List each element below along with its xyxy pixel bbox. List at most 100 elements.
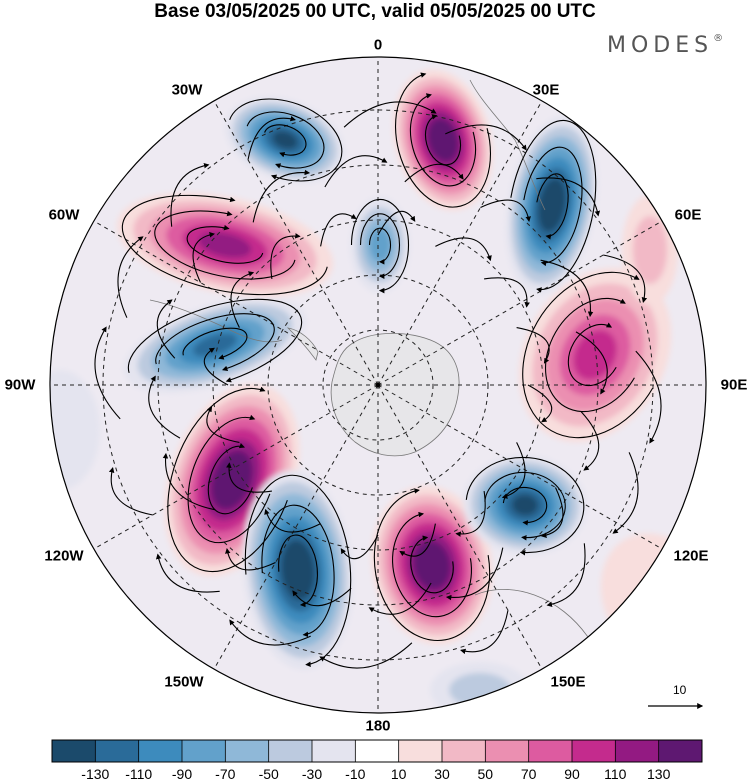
lon-label-120w: 120W [44,547,84,565]
colorbar-swatch [95,740,139,762]
south-pole-marker [375,382,381,388]
streamline [516,327,550,364]
anomaly-contour [511,494,539,516]
lon-label-90e: 90E [720,376,748,394]
anomaly-blob [50,370,100,490]
meridian-line [213,100,379,386]
colorbar [51,739,703,763]
streamline [435,237,492,262]
streamline [247,115,296,160]
streamline [206,406,240,443]
colorbar-swatch [225,740,269,762]
streamline [264,124,307,158]
streamline [226,462,272,493]
colorbar-swatch [442,740,486,762]
streamline [225,548,276,571]
streamline [246,111,325,169]
streamline [445,547,504,601]
colorbar-tick-label: 50 [477,766,494,782]
africa-coast [469,79,546,211]
colorbar-tick-label: 130 [647,766,671,782]
anomaly-blob [505,116,599,294]
latitude-circle [322,329,434,441]
streamline [410,535,454,594]
streamline [404,163,464,183]
colorbar-tick-label: 90 [564,766,580,782]
colorbar-tick-label: -90 [171,766,193,782]
lon-label-120e: 120E [673,547,709,565]
map-title: Base 03/05/2025 00 UTC, valid 05/05/2025… [154,1,596,22]
streamline [192,232,215,283]
colorbar-tick-label: 70 [520,766,537,782]
streamline [580,411,600,471]
streamline [320,213,357,247]
colorbar-swatch [355,740,399,762]
colorbar-swatch [615,740,659,762]
anomaly-blob [123,296,307,394]
streamline [155,553,220,593]
graticule [50,57,706,713]
streamline [501,442,526,499]
anomaly-contour [219,462,245,498]
streamline [484,471,566,541]
wind-streamlines [94,72,662,669]
streamline [603,254,648,303]
streamline [319,642,413,669]
brand-name: MODES [607,33,714,58]
streamline [455,491,486,537]
meridian-line [93,384,379,550]
anomaly-contour [198,232,252,258]
colorbar-swatch [138,740,183,762]
streamline [394,72,492,208]
streamline [278,534,318,608]
streamline [230,271,255,328]
meridian-line [377,384,663,550]
streamline [523,146,583,267]
streamline [324,155,388,188]
streamline [527,384,553,423]
streamline [94,326,121,420]
colorbar-tick-label: 30 [434,766,450,782]
streamline [399,523,436,557]
streamline [121,194,328,296]
lon-label-180: 180 [365,717,391,735]
streamline [156,299,176,359]
anomaly-contour [573,330,617,380]
streamline [359,213,401,279]
streamline [261,504,335,638]
colorbar-tick-label: 110 [604,766,627,782]
anomaly-contour [50,370,100,490]
streamline [409,93,477,187]
colorbar-tick-label: -130 [81,766,110,782]
lon-label-0: 0 [373,36,383,54]
streamline [377,210,416,236]
streamline [368,582,432,615]
streamline [229,98,343,182]
lon-label-150e: 150E [550,673,586,691]
streamline [117,236,144,318]
anomaly-blob [242,470,354,670]
anomaly-blob [622,195,678,305]
streamline [270,233,301,279]
streamline [182,327,248,360]
streamline [252,169,311,223]
streamline [536,173,569,240]
streamline [612,452,639,534]
colorbar-swatch [398,740,443,762]
streamline [445,124,527,151]
anomaly-contour [632,216,668,284]
streamline [350,198,410,294]
streamline [575,331,608,395]
anomaly-contour [287,551,309,589]
lon-label-30w: 30W [171,81,203,99]
meridian-line [213,384,379,670]
streamline [546,543,586,608]
streamline [127,298,303,383]
streamline [203,347,229,386]
streamline [187,414,271,544]
streamline [264,508,321,533]
colorbar-swatch [52,740,96,762]
lon-label-90w: 90W [4,376,36,394]
colorbar-tick-label: -50 [258,766,279,782]
